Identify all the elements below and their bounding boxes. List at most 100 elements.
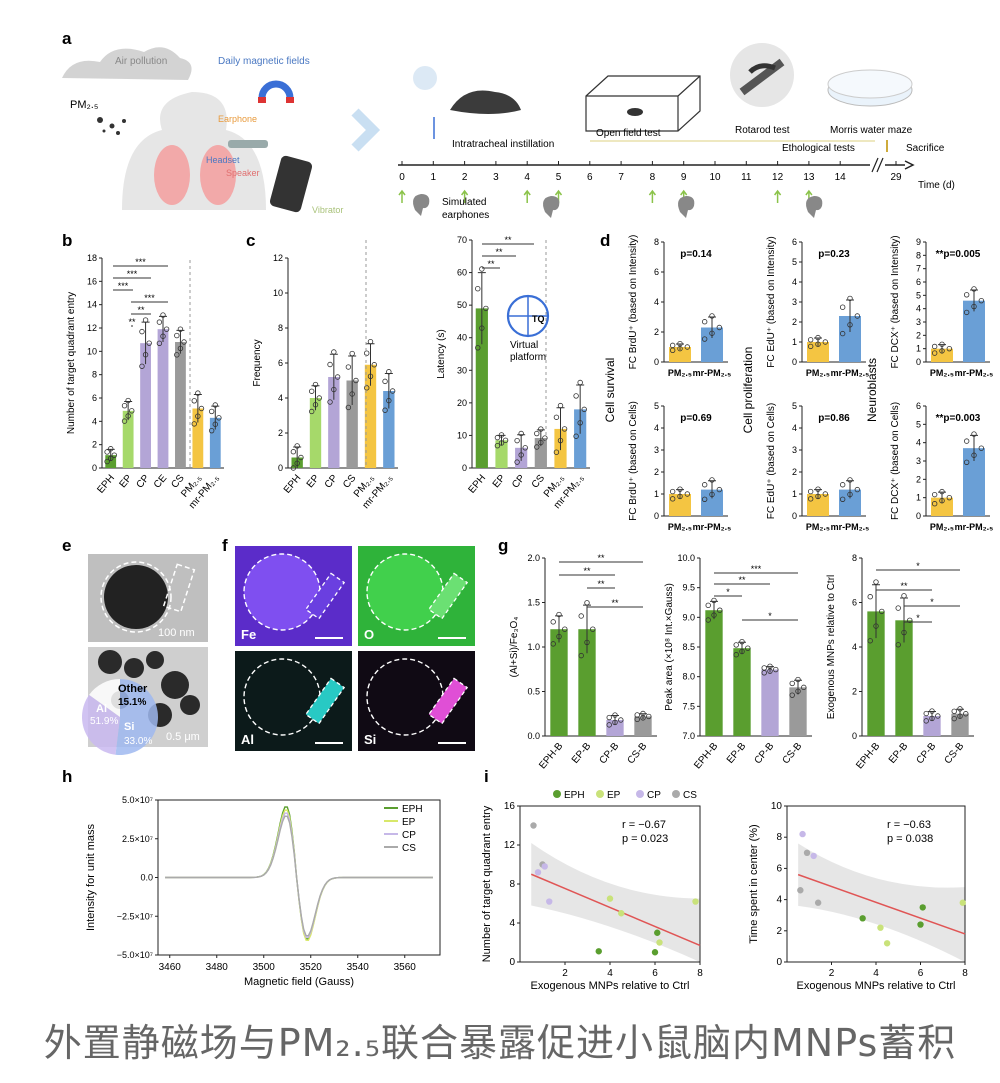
g-sig-mark: * <box>726 587 730 597</box>
c-lat-data-point <box>557 402 564 409</box>
c-freq-data-point <box>309 408 315 415</box>
d-bot-y-tick-label: 2 <box>654 467 659 477</box>
tem-outline <box>100 561 172 633</box>
d-bot-data-point <box>946 494 953 501</box>
c-freq-data-point <box>294 443 300 449</box>
g-exo-data-point <box>963 711 969 717</box>
d-top-data-point <box>931 350 938 356</box>
i-right-r-value: r = −0.63 <box>887 819 931 831</box>
instillation-label: Intratracheal instillation <box>452 139 554 150</box>
d-bot-data-point <box>847 477 853 483</box>
i-right-data-point <box>959 899 966 906</box>
c-freq-data-point <box>353 377 359 384</box>
i-right-y-tick-label: 8 <box>776 832 782 843</box>
h-series-line-eph <box>165 806 433 940</box>
c-lat-data-point <box>475 285 481 292</box>
i-left-p-value: p = 0.023 <box>622 833 668 845</box>
i-right-data-point <box>810 852 817 860</box>
d-top-data-point <box>963 309 970 316</box>
d-top-y-tick-label: 0 <box>792 357 797 367</box>
h-x-tick-label: 3460 <box>159 962 182 973</box>
c-freq-data-point <box>349 350 355 357</box>
c-lat-data-point <box>538 426 544 432</box>
d-top-data-point <box>854 313 861 319</box>
b-sig-mark: ** <box>128 317 136 327</box>
i-right-data-point <box>799 830 806 838</box>
g-exo-y-label: Exogenous MNPs relative to Ctrl <box>826 575 837 720</box>
c-freq-bar <box>309 398 322 468</box>
timeline-tick-label: 4 <box>524 172 530 183</box>
i-left-data-point <box>618 910 625 917</box>
b-data-point <box>108 446 114 452</box>
pie-slice <box>89 679 120 717</box>
rotarod-label: Rotarod test <box>735 125 790 136</box>
c-lat-x-tick-label: EP <box>491 473 508 491</box>
tem-scale-label: 100 nm <box>158 627 195 639</box>
panel-e-label: e <box>62 536 71 555</box>
i-left-data-point <box>651 949 659 956</box>
g-peak-bar <box>705 610 723 736</box>
c-freq-data-point <box>327 399 333 405</box>
c-lat-data-point <box>542 435 548 441</box>
b-bar <box>157 329 169 468</box>
b-data-point <box>174 332 180 339</box>
c-lat-data-point <box>518 452 524 458</box>
tem-particle-cluster <box>124 658 144 678</box>
g-peak-data-point <box>739 638 745 645</box>
g-exo-bar <box>951 713 969 736</box>
c-lat-y-tick-label: 40 <box>457 333 467 343</box>
d-top-y-label: FC EdU⁺ (based on Intensity) <box>766 236 777 367</box>
d-top-data-point <box>669 342 676 349</box>
chart-b: 0 2 4 6 8 10 12 14 16 18 Number of target quadrant… <box>66 253 224 511</box>
vibrator-label: Vibrator <box>312 205 343 215</box>
d-bot-data-point <box>963 459 970 465</box>
g-sig-mark: * <box>768 611 772 621</box>
b-data-point <box>198 405 205 412</box>
d-bot-y-tick-label: 0 <box>792 511 797 521</box>
b-y-tick-label: 10 <box>87 346 97 356</box>
c-freq-y-tick-label: 2 <box>278 428 283 438</box>
d-top-y-tick-label: 4 <box>654 297 659 307</box>
pm-label: PM₂.₅ <box>70 99 98 111</box>
b-data-point <box>125 413 131 419</box>
i-legend-dot <box>672 790 680 798</box>
b-data-point <box>181 339 187 345</box>
d-top-data-point <box>939 348 945 354</box>
c-lat-y-tick-label: 20 <box>457 398 467 408</box>
d-row-title: Neuroblasts <box>865 358 879 422</box>
g-peak-data-point <box>795 688 801 694</box>
g-exo-data-point <box>901 629 907 636</box>
g-exo-data-point <box>935 713 941 719</box>
virtual-platform-cross <box>508 296 548 336</box>
d-top-x-tick-label: mr-PM₂.₅ <box>693 368 732 378</box>
d-bot-data-point <box>807 496 814 502</box>
i-left-data-point <box>595 948 602 955</box>
b-error-bar <box>159 315 167 342</box>
g-exo-data-point <box>929 715 935 722</box>
d-top-data-point <box>939 341 945 347</box>
d-top-bar <box>963 300 985 362</box>
g-sig-mark: * <box>930 597 934 607</box>
i-left-confidence-band <box>531 843 700 962</box>
g-ratio-x-tick-label: EP-B <box>570 741 594 766</box>
magnet-icon <box>258 80 294 103</box>
d-top-y-tick-label: 2 <box>654 327 659 337</box>
b-data-point <box>177 326 184 332</box>
d-bot-bar <box>701 489 723 516</box>
g-ratio-data-point <box>578 613 584 619</box>
i-right-confidence-band <box>798 843 965 962</box>
earphone-label: Earphone <box>218 114 257 124</box>
pie-si-pct: 33.0% <box>124 736 152 747</box>
c-lat-data-point <box>498 432 505 438</box>
g-ratio-data-point <box>612 719 618 726</box>
d-bot-data-point <box>807 488 814 495</box>
b-data-point <box>139 363 145 369</box>
d-top-y-tick-label: 6 <box>654 267 659 277</box>
c-sig-mark: ** <box>504 235 512 245</box>
c-freq-data-point <box>298 454 304 461</box>
eds-rod-outline <box>427 677 469 725</box>
c-lat-data-point <box>522 445 528 451</box>
b-bar <box>175 342 186 468</box>
exposure-arrow <box>398 189 406 203</box>
